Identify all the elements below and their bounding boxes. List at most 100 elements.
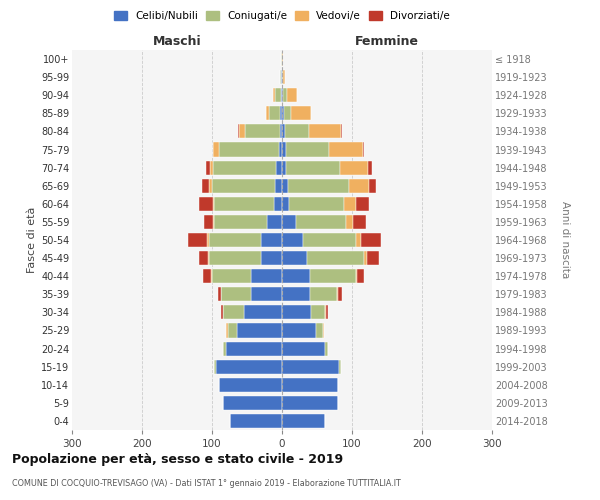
- Bar: [275, 178, 282, 193]
- Bar: [213, 197, 214, 211]
- Bar: [266, 215, 282, 229]
- Bar: [367, 251, 379, 265]
- Bar: [208, 251, 209, 265]
- Bar: [310, 124, 341, 138]
- Bar: [229, 414, 282, 428]
- Bar: [278, 142, 282, 156]
- Bar: [212, 269, 251, 283]
- Bar: [282, 396, 338, 410]
- Bar: [277, 160, 282, 174]
- Bar: [219, 142, 278, 156]
- Bar: [310, 269, 355, 283]
- Bar: [223, 396, 282, 410]
- Bar: [310, 287, 337, 302]
- Bar: [325, 306, 326, 320]
- Bar: [275, 88, 281, 102]
- Bar: [353, 215, 366, 229]
- Bar: [214, 197, 274, 211]
- Bar: [211, 269, 212, 283]
- Bar: [338, 287, 341, 302]
- Bar: [223, 342, 226, 355]
- Bar: [226, 324, 228, 338]
- Bar: [199, 197, 212, 211]
- Bar: [203, 269, 211, 283]
- Bar: [274, 197, 282, 211]
- Bar: [214, 360, 215, 374]
- Bar: [307, 251, 364, 265]
- Bar: [261, 233, 282, 247]
- Bar: [204, 215, 212, 229]
- Bar: [369, 178, 376, 193]
- Bar: [282, 269, 310, 283]
- Bar: [209, 233, 261, 247]
- Bar: [329, 142, 362, 156]
- Bar: [238, 124, 239, 138]
- Bar: [281, 52, 282, 66]
- Bar: [291, 106, 311, 120]
- Bar: [282, 106, 284, 120]
- Bar: [355, 269, 357, 283]
- Bar: [223, 306, 244, 320]
- Bar: [282, 378, 338, 392]
- Bar: [209, 251, 261, 265]
- Bar: [213, 215, 214, 229]
- Bar: [356, 197, 369, 211]
- Bar: [239, 124, 245, 138]
- Bar: [188, 233, 207, 247]
- Bar: [282, 142, 286, 156]
- Y-axis label: Fasce di età: Fasce di età: [26, 207, 37, 273]
- Bar: [282, 414, 325, 428]
- Bar: [364, 251, 367, 265]
- Bar: [210, 160, 214, 174]
- Bar: [283, 88, 287, 102]
- Bar: [199, 251, 208, 265]
- Bar: [289, 197, 344, 211]
- Text: Popolazione per età, sesso e stato civile - 2019: Popolazione per età, sesso e stato civil…: [12, 452, 343, 466]
- Bar: [282, 215, 296, 229]
- Bar: [283, 70, 285, 84]
- Text: Femmine: Femmine: [355, 35, 419, 48]
- Bar: [346, 215, 353, 229]
- Bar: [323, 324, 324, 338]
- Bar: [349, 178, 369, 193]
- Bar: [287, 88, 298, 102]
- Bar: [282, 306, 311, 320]
- Legend: Celibi/Nubili, Coniugati/e, Vedovi/e, Divorziati/e: Celibi/Nubili, Coniugati/e, Vedovi/e, Di…: [111, 8, 453, 24]
- Bar: [337, 287, 338, 302]
- Bar: [340, 160, 368, 174]
- Bar: [282, 178, 287, 193]
- Bar: [214, 215, 266, 229]
- Bar: [281, 70, 282, 84]
- Bar: [214, 142, 219, 156]
- Bar: [357, 269, 364, 283]
- Bar: [221, 306, 223, 320]
- Bar: [311, 306, 325, 320]
- Bar: [236, 324, 282, 338]
- Bar: [282, 124, 285, 138]
- Bar: [219, 378, 282, 392]
- Bar: [282, 251, 307, 265]
- Bar: [303, 233, 355, 247]
- Bar: [282, 160, 286, 174]
- Bar: [296, 215, 346, 229]
- Bar: [280, 106, 282, 120]
- Bar: [214, 160, 277, 174]
- Bar: [244, 306, 282, 320]
- Bar: [284, 106, 291, 120]
- Bar: [212, 178, 275, 193]
- Bar: [286, 160, 340, 174]
- Bar: [282, 324, 316, 338]
- Y-axis label: Anni di nascita: Anni di nascita: [560, 202, 570, 278]
- Bar: [245, 124, 280, 138]
- Bar: [325, 342, 328, 355]
- Bar: [355, 233, 361, 247]
- Bar: [282, 233, 303, 247]
- Bar: [218, 287, 221, 302]
- Bar: [344, 197, 356, 211]
- Bar: [282, 70, 283, 84]
- Bar: [280, 70, 281, 84]
- Bar: [282, 287, 310, 302]
- Bar: [209, 178, 212, 193]
- Bar: [285, 124, 310, 138]
- Bar: [282, 360, 340, 374]
